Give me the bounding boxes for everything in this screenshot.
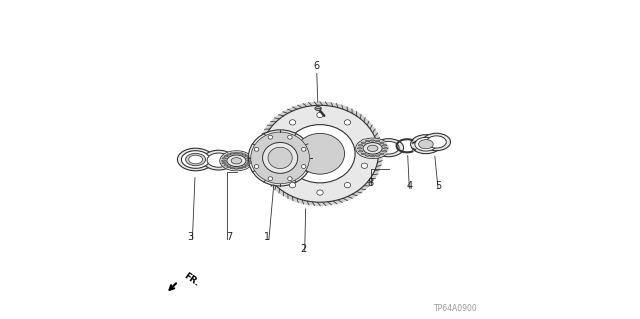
- Ellipse shape: [427, 136, 446, 148]
- Ellipse shape: [383, 145, 387, 146]
- Ellipse shape: [230, 153, 234, 154]
- Ellipse shape: [222, 158, 227, 159]
- Ellipse shape: [317, 190, 323, 195]
- Ellipse shape: [317, 112, 323, 118]
- Ellipse shape: [273, 139, 279, 145]
- Ellipse shape: [221, 160, 226, 161]
- Ellipse shape: [289, 182, 296, 188]
- Ellipse shape: [361, 153, 365, 154]
- Ellipse shape: [356, 138, 390, 159]
- Text: 7: 7: [226, 233, 232, 242]
- Text: FR.: FR.: [182, 272, 200, 288]
- Ellipse shape: [234, 152, 239, 154]
- Ellipse shape: [231, 158, 242, 164]
- Ellipse shape: [363, 143, 382, 154]
- Text: 6: 6: [313, 61, 319, 71]
- Ellipse shape: [287, 177, 292, 181]
- Ellipse shape: [268, 147, 292, 168]
- Ellipse shape: [246, 163, 251, 164]
- Ellipse shape: [224, 165, 228, 166]
- Ellipse shape: [371, 140, 375, 141]
- Ellipse shape: [254, 165, 259, 168]
- Ellipse shape: [227, 154, 231, 155]
- Ellipse shape: [234, 168, 239, 169]
- Ellipse shape: [383, 151, 387, 152]
- Ellipse shape: [262, 105, 378, 202]
- Ellipse shape: [289, 120, 296, 125]
- Ellipse shape: [224, 156, 228, 157]
- Ellipse shape: [365, 140, 370, 142]
- Ellipse shape: [415, 137, 437, 151]
- Ellipse shape: [301, 147, 306, 151]
- Ellipse shape: [376, 140, 380, 142]
- Ellipse shape: [254, 147, 259, 151]
- Ellipse shape: [242, 167, 246, 168]
- Ellipse shape: [361, 163, 367, 168]
- Ellipse shape: [380, 153, 384, 154]
- Ellipse shape: [419, 140, 433, 149]
- Ellipse shape: [220, 151, 253, 171]
- Ellipse shape: [374, 139, 404, 157]
- Ellipse shape: [220, 151, 253, 170]
- Ellipse shape: [380, 142, 384, 144]
- Text: 1: 1: [264, 233, 270, 242]
- Ellipse shape: [296, 133, 344, 174]
- Ellipse shape: [358, 151, 363, 152]
- Ellipse shape: [238, 167, 243, 169]
- Ellipse shape: [207, 153, 230, 167]
- Text: 8: 8: [367, 178, 374, 188]
- Ellipse shape: [285, 125, 355, 183]
- Ellipse shape: [177, 148, 214, 171]
- Ellipse shape: [247, 160, 252, 161]
- Text: 4: 4: [406, 182, 412, 191]
- Ellipse shape: [361, 139, 367, 145]
- Ellipse shape: [315, 107, 321, 110]
- Ellipse shape: [301, 165, 306, 168]
- Ellipse shape: [227, 155, 246, 167]
- Text: 2: 2: [300, 244, 307, 254]
- Text: TP64A0900: TP64A0900: [434, 304, 478, 313]
- Ellipse shape: [378, 141, 399, 154]
- Ellipse shape: [189, 155, 202, 164]
- Ellipse shape: [251, 132, 310, 184]
- Ellipse shape: [244, 156, 249, 157]
- Ellipse shape: [227, 167, 231, 168]
- Ellipse shape: [357, 148, 362, 149]
- Ellipse shape: [358, 145, 363, 146]
- Ellipse shape: [376, 155, 380, 156]
- Ellipse shape: [268, 135, 273, 139]
- Ellipse shape: [181, 151, 210, 168]
- Ellipse shape: [371, 155, 375, 157]
- Ellipse shape: [203, 150, 234, 170]
- Ellipse shape: [287, 135, 292, 139]
- Ellipse shape: [227, 155, 246, 167]
- Ellipse shape: [344, 182, 351, 188]
- Ellipse shape: [383, 148, 388, 149]
- Ellipse shape: [268, 177, 273, 181]
- Text: 3: 3: [188, 233, 194, 242]
- Ellipse shape: [238, 153, 243, 154]
- Text: 5: 5: [435, 182, 441, 191]
- Ellipse shape: [242, 154, 246, 155]
- Ellipse shape: [248, 130, 312, 186]
- Ellipse shape: [411, 135, 441, 154]
- Ellipse shape: [222, 163, 227, 164]
- Ellipse shape: [244, 165, 249, 166]
- Ellipse shape: [344, 120, 351, 125]
- Ellipse shape: [356, 138, 389, 158]
- Ellipse shape: [273, 163, 279, 168]
- Ellipse shape: [186, 153, 205, 166]
- Ellipse shape: [257, 101, 383, 206]
- Ellipse shape: [246, 158, 251, 159]
- Ellipse shape: [367, 145, 378, 152]
- Ellipse shape: [422, 133, 451, 151]
- Ellipse shape: [365, 155, 370, 156]
- Ellipse shape: [363, 142, 383, 154]
- Ellipse shape: [230, 167, 234, 169]
- Ellipse shape: [262, 143, 298, 173]
- Ellipse shape: [361, 142, 365, 144]
